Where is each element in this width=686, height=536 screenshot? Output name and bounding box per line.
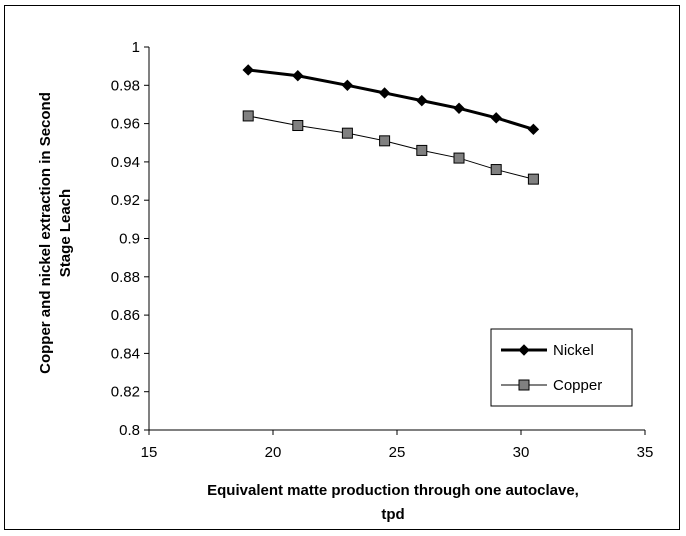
legend-nickel-label: Nickel xyxy=(553,342,594,359)
y-tick-label: 0.8 xyxy=(119,422,140,439)
legend: Nickel Copper xyxy=(490,328,633,407)
legend-copper-marker xyxy=(518,379,530,391)
x-tick-label: 30 xyxy=(513,444,530,461)
nickel-point xyxy=(242,64,254,76)
y-tick-label: 0.98 xyxy=(111,77,140,94)
x-tick-label: 25 xyxy=(389,444,406,461)
x-tick-label: 20 xyxy=(265,444,282,461)
x-axis-title-line-1: Equivalent matte production through one … xyxy=(207,482,579,499)
y-tick-label: 0.94 xyxy=(111,154,140,171)
nickel-point xyxy=(341,79,354,92)
nickel-point xyxy=(378,87,391,99)
copper-point xyxy=(379,135,391,147)
y-axis-title-line-2: Stage Leach xyxy=(57,189,74,277)
series-layer xyxy=(242,64,540,185)
x-tick-label: 35 xyxy=(637,444,654,461)
copper-point xyxy=(490,164,502,176)
y-axis-title: Copper and nickel extraction in Second S… xyxy=(37,92,74,374)
y-tick-label: 0.9 xyxy=(119,231,140,248)
x-axis-title-line-2: tpd xyxy=(381,506,404,523)
y-tick-label: 1 xyxy=(132,39,140,56)
y-tick-label: 0.82 xyxy=(111,384,140,401)
nickel-point xyxy=(292,70,304,82)
nickel-point xyxy=(490,112,502,124)
legend-box xyxy=(490,328,633,407)
copper-line xyxy=(248,115,534,180)
y-tick-label: 0.92 xyxy=(111,192,140,209)
copper-point xyxy=(416,144,428,156)
copper-point xyxy=(453,152,465,164)
copper-point xyxy=(242,110,254,122)
x-axis-ticks: 15 20 25 30 35 xyxy=(141,430,654,461)
copper-point xyxy=(292,120,304,132)
copper-point xyxy=(341,127,353,139)
y-tick-label: 0.96 xyxy=(111,116,140,133)
nickel-series xyxy=(242,64,540,136)
nickel-point xyxy=(416,94,428,107)
legend-nickel-marker xyxy=(518,344,530,356)
y-axis-title-line-1: Copper and nickel extraction in Second xyxy=(37,92,54,374)
y-axis-ticks: 0.8 0.82 0.84 0.86 0.88 0.9 0.92 0.94 0.96 0.98 1 xyxy=(111,39,149,439)
x-tick-label: 15 xyxy=(141,444,158,461)
copper-series xyxy=(242,110,539,185)
y-tick-label: 0.88 xyxy=(111,269,140,286)
chart-frame xyxy=(4,5,680,530)
legend-copper-label: Copper xyxy=(553,377,602,394)
y-tick-label: 0.84 xyxy=(111,345,140,362)
nickel-point xyxy=(527,123,540,136)
nickel-line xyxy=(248,68,534,131)
y-tick-label: 0.86 xyxy=(111,307,140,324)
nickel-point xyxy=(453,102,465,114)
copper-point xyxy=(527,173,539,185)
